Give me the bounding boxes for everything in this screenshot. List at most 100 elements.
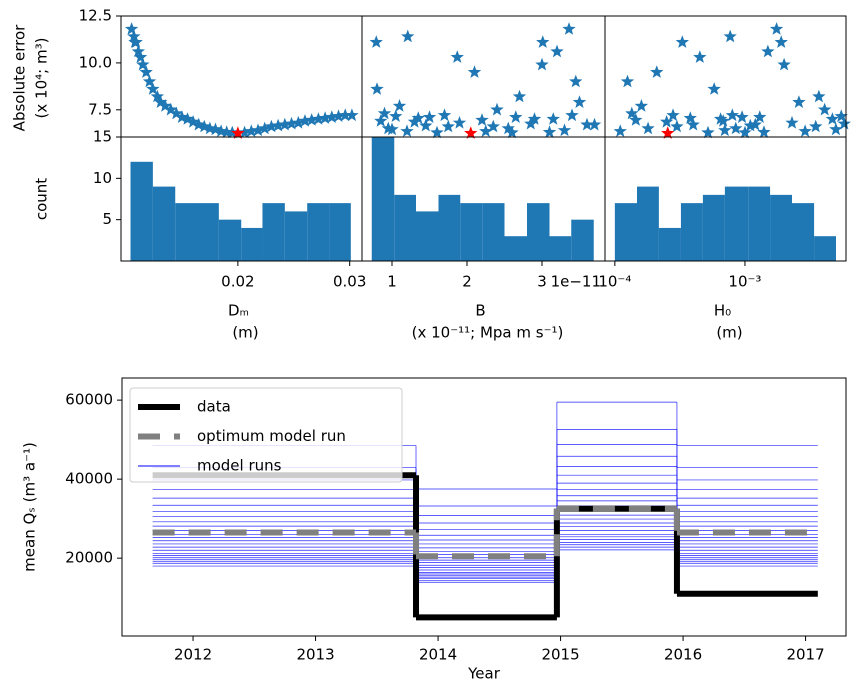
hist-bar <box>241 227 263 261</box>
hist-bar <box>371 137 395 261</box>
scatter-point <box>546 112 560 125</box>
y-tick-label: 15 <box>93 128 112 146</box>
panel-frame <box>604 136 847 262</box>
scatter-point <box>812 89 826 103</box>
hist-bar <box>307 203 330 261</box>
scatter-point <box>769 22 784 35</box>
x-tick-label: 2017 <box>786 646 824 664</box>
scatter-point <box>419 118 433 132</box>
hist-bar <box>130 161 153 261</box>
scatter-point <box>392 99 407 112</box>
scatter-point <box>291 115 305 129</box>
hist-bar <box>460 203 483 261</box>
hist-bar <box>658 227 681 261</box>
scatter-point <box>587 117 602 131</box>
optimum-point <box>231 126 245 139</box>
scatter-point <box>542 125 557 138</box>
scatter-point <box>298 114 312 127</box>
scatter-point <box>237 125 252 139</box>
scatter-point <box>180 112 195 125</box>
scatter-point <box>686 117 700 131</box>
scatter-point <box>629 113 643 126</box>
scatter-point <box>725 108 739 122</box>
scatter-point <box>535 57 549 71</box>
scatter-point <box>127 29 141 43</box>
x-tick-label: 2015 <box>541 646 579 664</box>
scatter-point <box>131 44 145 58</box>
scatter-point <box>377 106 392 120</box>
scatter-point <box>208 122 223 136</box>
hist-bar <box>792 203 815 261</box>
hist-bar <box>748 186 771 261</box>
y-axis-label: count <box>33 178 51 220</box>
scatter-point <box>761 44 775 58</box>
scatter-point <box>345 108 359 122</box>
x-tick-label: 2014 <box>419 646 457 664</box>
scatter-point <box>777 57 791 71</box>
scatter-point <box>675 35 689 48</box>
scatter-point <box>318 111 332 124</box>
scatter-point <box>625 106 639 120</box>
scatter-point <box>641 121 655 135</box>
scatter-point <box>400 124 414 137</box>
x-tick-label: 0.03 <box>333 273 366 291</box>
scatter-point <box>723 29 737 43</box>
legend-label: data <box>197 398 231 416</box>
scatter-point <box>385 122 399 136</box>
y-tick-label: 7.5 <box>88 100 112 118</box>
y-axis-label: Absolute error <box>11 24 29 131</box>
scatter-point <box>381 121 395 135</box>
scatter-point <box>837 116 851 130</box>
scatter-point <box>565 108 579 122</box>
scatter-point <box>505 125 519 139</box>
x-axis-label: H₀ <box>714 302 731 320</box>
scatter-point <box>774 35 788 48</box>
scatter-point <box>437 108 452 122</box>
scatter-point <box>452 115 467 129</box>
scatter-point <box>150 89 164 103</box>
x-tick-label: 2016 <box>664 646 702 664</box>
scatter-point <box>501 121 515 135</box>
scatter-point <box>834 109 848 122</box>
scatter-point <box>389 109 403 122</box>
scatter-point <box>133 50 148 63</box>
y-axis-label: mean Qₛ (m³ a⁻¹) <box>21 442 39 572</box>
hist-bar <box>394 194 416 261</box>
scatter-point <box>757 125 771 138</box>
scatter-point <box>716 114 730 127</box>
hist-bar <box>196 203 219 261</box>
scatter-point <box>798 124 812 137</box>
scatter-point <box>785 115 799 129</box>
y-tick-label: 20000 <box>65 549 113 567</box>
scatter-point <box>738 125 752 139</box>
x-tick-label: 2 <box>462 273 472 291</box>
scatter-point <box>825 112 839 125</box>
scatter-point <box>338 108 352 122</box>
scatter-point <box>407 115 422 128</box>
scatter-point <box>450 50 464 63</box>
scatter-point <box>524 116 538 130</box>
scatter-point <box>718 123 732 137</box>
hist-bar <box>702 194 725 261</box>
scatter-point <box>818 102 832 116</box>
hist-bar <box>152 186 176 261</box>
hist-bar <box>482 203 505 261</box>
legend-label: model runs <box>197 457 282 475</box>
scatter-point <box>562 22 576 35</box>
scatter-point <box>125 22 139 35</box>
y-tick-label: 12.5 <box>79 7 112 25</box>
scatter-point <box>666 108 680 122</box>
x-tick-label: 2013 <box>296 646 334 664</box>
scatter-point <box>569 74 583 88</box>
scatter-point <box>271 118 285 132</box>
scatter-point <box>550 44 564 58</box>
scatter-point <box>146 82 160 95</box>
y-tick-label: 60000 <box>65 391 113 409</box>
scatter-point <box>370 82 384 95</box>
x-axis-label: B <box>475 302 485 320</box>
scatter-point <box>331 109 346 122</box>
scatter-point <box>411 111 425 124</box>
scatter-point <box>258 121 272 135</box>
x-offset-label: 1e−11 <box>551 273 601 291</box>
hist-bar <box>637 186 659 261</box>
